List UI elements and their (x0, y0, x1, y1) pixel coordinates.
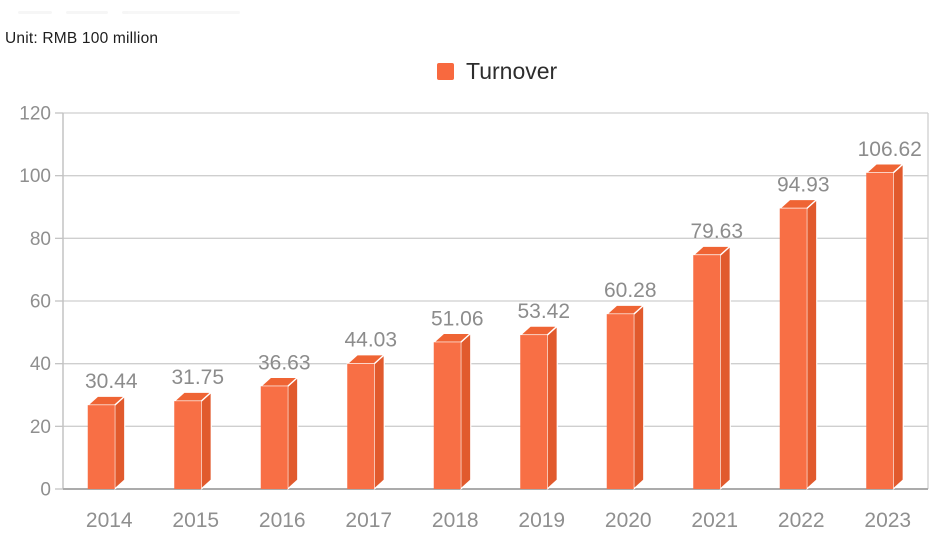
y-axis-label: 40 (30, 354, 51, 375)
y-axis-label: 120 (19, 104, 51, 125)
bar-value-label: 36.63 (258, 351, 311, 374)
bar-value-label: 30.44 (85, 370, 138, 393)
bar-value-label: 94.93 (777, 173, 830, 196)
legend-swatch (437, 63, 454, 80)
bar-value-label: 60.28 (604, 279, 657, 302)
bar-side-face (546, 325, 558, 490)
unit-label: Unit: RMB 100 million (5, 30, 159, 47)
legend-label: Turnover (466, 58, 558, 84)
x-axis-label: 2015 (172, 509, 219, 532)
bar-front-face (260, 386, 288, 489)
y-axis-label: 0 (40, 480, 51, 501)
bar-side-face (373, 354, 385, 490)
x-axis-label: 2022 (778, 509, 825, 532)
x-axis-label: 2018 (432, 509, 479, 532)
bar-value-label: 51.06 (431, 307, 484, 330)
bar-side-face (633, 304, 645, 490)
bar-side-face (806, 198, 818, 490)
y-axis-label: 80 (30, 229, 51, 250)
bar-front-face (347, 363, 375, 489)
x-axis-label: 2016 (259, 509, 306, 532)
legend: Turnover (437, 58, 557, 85)
bar-side-face (719, 245, 731, 490)
x-axis-label: 2021 (691, 509, 738, 532)
y-axis-label: 100 (19, 166, 51, 187)
bar-value-label: 79.63 (690, 220, 743, 243)
bar-side-face (460, 332, 472, 490)
x-axis-label: 2017 (345, 509, 392, 532)
bar-front-face (779, 208, 807, 489)
bar-side-face (114, 395, 126, 490)
bar-value-label: 53.42 (517, 300, 570, 323)
x-axis-label: 2023 (864, 509, 911, 532)
bar-front-face (433, 342, 461, 489)
legend-item-turnover[interactable]: Turnover (437, 58, 557, 85)
x-axis-label: 2014 (86, 509, 133, 532)
x-axis-label: 2019 (518, 509, 565, 532)
bar-value-label: 31.75 (171, 366, 224, 389)
y-axis-label: 60 (30, 292, 51, 313)
bar-value-label: 106.62 (858, 138, 922, 161)
bar-front-face (520, 335, 548, 489)
y-axis-label: 20 (30, 417, 51, 438)
cropped-text-artifact (18, 11, 240, 15)
bar-side-face (200, 391, 212, 490)
bar-front-face (866, 172, 894, 489)
bar-front-face (606, 314, 634, 489)
bar-front-face (693, 255, 721, 489)
x-axis-label: 2020 (605, 509, 652, 532)
bar-front-face (174, 401, 202, 489)
bar-front-face (87, 405, 115, 489)
bar-value-label: 44.03 (344, 329, 397, 352)
bar-side-face (287, 376, 299, 490)
bar-side-face (892, 163, 904, 490)
